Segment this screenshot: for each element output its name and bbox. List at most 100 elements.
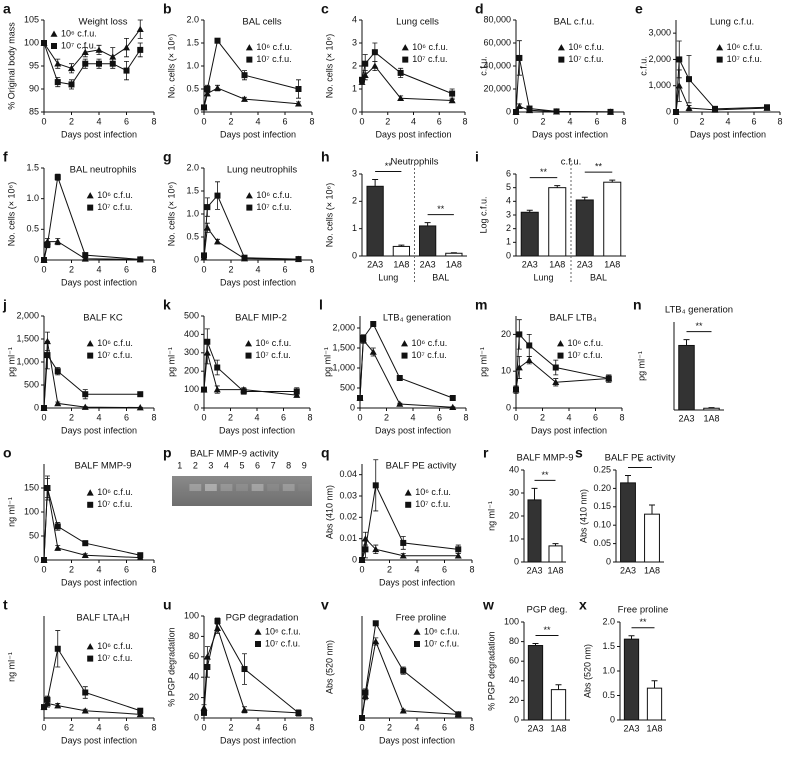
x-tick-label: 0 (201, 116, 206, 126)
data-point (204, 204, 211, 211)
y-tick-label: 1.0 (602, 665, 615, 675)
y-tick-label: 0.5 (602, 690, 615, 700)
y-tick-label: 1,000 (648, 80, 671, 90)
y-tick-label: 90 (29, 83, 39, 93)
legend-label: 10⁷ c.f.u. (568, 54, 603, 64)
chart-title: c.f.u. (561, 157, 582, 168)
legend-label: 10⁶ c.f.u. (727, 42, 763, 52)
x-tick-label: 6 (281, 412, 286, 422)
data-point (295, 709, 302, 716)
y-tick-label: 0.02 (339, 512, 357, 522)
x-axis-label: Days post infection (220, 735, 296, 745)
data-point (396, 375, 403, 381)
legend-marker (245, 340, 253, 347)
panel-label: n (633, 297, 642, 313)
x-tick-label: 8 (151, 116, 156, 126)
data-point (201, 252, 207, 259)
data-point (526, 342, 533, 349)
data-point (372, 620, 379, 627)
legend-label: 10⁷ c.f.u. (256, 350, 291, 360)
y-axis-label: c.f.u. (638, 56, 648, 76)
group-label: Lung (378, 272, 398, 282)
panel-label: i (475, 149, 479, 165)
bar (623, 638, 640, 721)
data-point (675, 82, 683, 89)
data-point (454, 552, 462, 559)
gel-image (172, 476, 312, 506)
y-tick-label: 2,000 (332, 322, 355, 332)
data-point (455, 546, 462, 553)
data-point (204, 338, 211, 345)
x-axis-label: Days post infection (61, 425, 137, 435)
legend-label: 10⁶ c.f.u. (61, 28, 97, 38)
legend-label: 10⁷ c.f.u. (97, 499, 132, 509)
y-tick-label: 1.5 (186, 37, 199, 47)
panel-label: o (3, 445, 12, 461)
y-tick-label: 1 (352, 223, 357, 233)
y-tick-label: 4 (352, 14, 357, 24)
x-tick-label: 1A8 (604, 259, 620, 269)
data-point (360, 335, 367, 341)
y-tick-label: 0.05 (593, 538, 611, 548)
data-point (295, 86, 302, 92)
error-bar (651, 680, 658, 689)
x-tick-label: 2A3 (678, 413, 694, 423)
x-tick-label: 6 (124, 722, 129, 732)
data-point (449, 403, 457, 410)
data-point (137, 391, 144, 398)
data-point (369, 348, 377, 355)
bar (520, 211, 539, 257)
y-tick-label: 0.20 (593, 483, 611, 493)
legend-label: 10⁶ c.f.u. (97, 190, 133, 200)
panel-label: q (321, 445, 330, 461)
significance-label: * (638, 457, 642, 467)
x-axis-label: Days post infection (61, 735, 137, 745)
x-tick-label: 6 (124, 564, 129, 574)
x-tick-label: 0 (673, 116, 678, 126)
x-tick-label: 4 (566, 412, 571, 422)
data-point (372, 545, 380, 553)
legend-marker (86, 643, 94, 650)
y-tick-label: 0 (506, 106, 511, 116)
data-point (448, 97, 456, 104)
legend-label: 10⁶ c.f.u. (256, 190, 292, 200)
x-tick-label: 6 (124, 264, 129, 274)
y-tick-label: 400 (184, 329, 199, 339)
x-tick-label: 2 (228, 722, 233, 732)
data-point (400, 539, 407, 546)
data-point (362, 60, 369, 67)
x-axis-label: Days post infection (61, 577, 137, 587)
error-bar (554, 185, 561, 188)
data-point (295, 256, 302, 263)
data-point (136, 404, 144, 411)
y-tick-label: 0 (194, 254, 199, 264)
data-point (137, 256, 144, 263)
y-tick-label: 95 (29, 60, 39, 70)
data-point (44, 696, 51, 703)
x-tick-label: 4 (411, 116, 416, 126)
data-point (41, 704, 47, 711)
data-point (513, 109, 519, 115)
legend-marker (413, 628, 421, 635)
lane-label: 6 (255, 460, 260, 470)
y-axis-label: Abs (410 nm) (324, 485, 334, 539)
panel-label: t (3, 597, 8, 613)
y-tick-label: 0 (350, 402, 355, 412)
y-tick-label: 85 (29, 106, 39, 116)
error-bar (628, 635, 635, 640)
legend-marker (414, 641, 420, 647)
bar (418, 225, 437, 257)
bar (550, 689, 567, 721)
error-bar (555, 684, 562, 690)
data-point (68, 81, 75, 88)
data-point (516, 54, 523, 61)
x-tick-label: 6 (593, 412, 598, 422)
legend-label: 10⁶ c.f.u. (424, 626, 460, 636)
data-point (201, 709, 207, 716)
x-tick-label: 0 (359, 564, 364, 574)
data-point (214, 192, 221, 199)
x-tick-label: 4 (414, 564, 419, 574)
y-tick-label: 0 (606, 556, 611, 566)
data-point (241, 666, 248, 673)
group-label: Lung (533, 272, 553, 282)
